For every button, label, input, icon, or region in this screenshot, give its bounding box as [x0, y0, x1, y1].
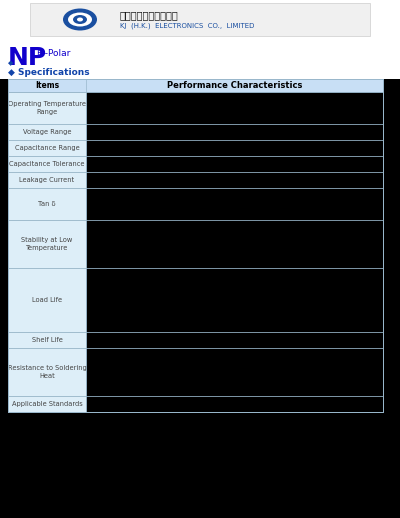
Bar — [86, 220, 383, 268]
Bar — [8, 172, 86, 188]
Text: KJ  (H.K.)  ELECTRONICS  CO.,  LIMITED: KJ (H.K.) ELECTRONICS CO., LIMITED — [120, 23, 254, 30]
Text: Stability at Low
Temperature: Stability at Low Temperature — [21, 237, 73, 251]
Ellipse shape — [77, 18, 83, 22]
Bar — [0, 0, 400, 79]
Text: Operating Temperature
Range: Operating Temperature Range — [8, 101, 86, 115]
Bar — [86, 348, 383, 396]
Bar — [8, 156, 86, 172]
Text: Applicable Standards: Applicable Standards — [12, 401, 82, 407]
Ellipse shape — [63, 8, 97, 31]
Ellipse shape — [68, 12, 92, 26]
Bar — [8, 140, 86, 156]
Text: NP: NP — [8, 46, 47, 70]
Text: Capacitance Tolerance: Capacitance Tolerance — [9, 161, 85, 167]
Text: Voltage Range: Voltage Range — [23, 129, 71, 135]
Text: Resistance to Soldering
Heat: Resistance to Soldering Heat — [8, 365, 86, 379]
Text: Leakage Current: Leakage Current — [20, 177, 74, 183]
Bar — [86, 156, 383, 172]
Bar — [86, 332, 383, 348]
Text: Bi-Polar: Bi-Polar — [36, 49, 70, 58]
Bar — [8, 332, 86, 348]
Bar — [86, 140, 383, 156]
Text: ◆: ◆ — [8, 60, 13, 66]
Text: ◆ Specifications: ◆ Specifications — [8, 68, 90, 77]
Bar — [8, 348, 86, 396]
Bar — [8, 396, 86, 412]
Text: Shelf Life: Shelf Life — [32, 337, 62, 343]
Bar — [86, 268, 383, 332]
Bar — [86, 188, 383, 220]
Text: Capacitance Range: Capacitance Range — [15, 145, 79, 151]
Bar — [86, 396, 383, 412]
Text: Load Life: Load Life — [32, 297, 62, 303]
Bar — [8, 268, 86, 332]
Bar — [8, 79, 383, 92]
Text: Tan δ: Tan δ — [38, 201, 56, 207]
Bar — [8, 220, 86, 268]
Text: 联盟富由电子有限公司: 联盟富由电子有限公司 — [120, 10, 179, 21]
Bar — [8, 124, 86, 140]
Bar — [86, 92, 383, 124]
Text: Items: Items — [35, 81, 59, 90]
Bar — [86, 124, 383, 140]
Bar — [30, 3, 370, 36]
Bar — [8, 188, 86, 220]
Bar — [8, 92, 86, 124]
Text: Performance Characteristics: Performance Characteristics — [167, 81, 302, 90]
Bar — [86, 172, 383, 188]
Ellipse shape — [73, 15, 87, 24]
